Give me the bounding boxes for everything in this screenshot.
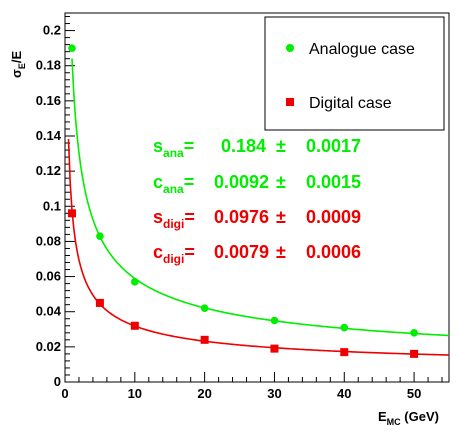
y-tick-label: 0.16 xyxy=(36,93,61,108)
legend-label-analogue: Analogue case xyxy=(309,41,415,58)
x-tick-label: 50 xyxy=(407,386,421,401)
fit-param-s-digi-value: 0.0976 xyxy=(214,207,269,227)
data-point-analogue xyxy=(68,44,76,52)
y-axis: 0 0.02 0.04 0.06 0.08 0.1 0.12 0.14 0.16 0.18 0.2 xyxy=(36,16,75,389)
data-point-digital xyxy=(270,344,279,353)
y-tick-label: 0.1 xyxy=(43,198,61,213)
fit-param-s-ana: sana= 0.184 ±0.0017 xyxy=(153,136,361,160)
fit-param-c-ana-err: 0.0015 xyxy=(306,172,361,192)
y-tick-label: 0.2 xyxy=(43,23,61,38)
y-tick-label: 0.12 xyxy=(36,163,61,178)
legend-marker-analogue xyxy=(286,44,294,52)
data-point-analogue xyxy=(96,232,104,240)
y-tick-label: 0.02 xyxy=(36,339,61,354)
fit-param-s-digi-pm: ± xyxy=(276,207,286,227)
x-axis-label-unit: (GeV) xyxy=(401,409,439,424)
fit-param-s-digi-eq: = xyxy=(184,207,195,227)
fit-param-s-digi-sub: digi xyxy=(163,217,184,231)
fit-param-s-digi-symbol: s xyxy=(153,207,163,227)
x-tick-label: 30 xyxy=(267,386,281,401)
fit-param-s-digi: sdigi= 0.0976 ±0.0009 xyxy=(153,207,361,231)
fit-param-s-digi-err: 0.0009 xyxy=(306,207,361,227)
fit-param-c-ana-symbol: c xyxy=(153,172,163,192)
legend-marker-digital xyxy=(286,98,294,106)
plot-frame xyxy=(64,12,450,383)
fit-param-c-digi-value: 0.0079 xyxy=(214,242,269,262)
fit-param-c-ana-pm: ± xyxy=(276,172,286,192)
y-tick-label: 0 xyxy=(54,374,61,389)
data-point-analogue xyxy=(200,304,209,313)
y-tick-label: 0.18 xyxy=(36,58,61,73)
legend-label-digital: Digital case xyxy=(309,95,392,112)
x-axis-label-sub: MC xyxy=(387,417,401,427)
data-point-analogue xyxy=(410,329,418,337)
fit-param-c-ana: cana= 0.0092 ±0.0015 xyxy=(153,172,361,196)
data-point-digital xyxy=(130,321,139,330)
fit-param-c-ana-value: 0.0092 xyxy=(214,172,269,192)
data-points xyxy=(67,44,419,358)
y-axis-label-rest: /E xyxy=(9,50,24,63)
x-tick-label: 0 xyxy=(61,386,68,401)
data-point-analogue xyxy=(131,278,139,286)
data-point-analogue xyxy=(340,323,349,332)
x-tick-label: 40 xyxy=(337,386,351,401)
y-tick-label: 0.14 xyxy=(36,128,62,143)
data-point-digital xyxy=(340,348,349,357)
data-point-digital xyxy=(200,335,209,344)
fit-param-s-ana-sub: ana xyxy=(163,146,184,160)
y-tick-label: 0.04 xyxy=(36,304,62,319)
fit-param-s-ana-value: 0.184 xyxy=(221,136,266,156)
y-axis-label-sub: E xyxy=(17,63,27,69)
legend-box xyxy=(264,16,445,131)
x-axis: 0 10 20 30 40 50 xyxy=(61,372,443,401)
y-axis-label: σE/E xyxy=(9,50,27,78)
x-axis-label: EMC (GeV) xyxy=(378,409,439,427)
x-tick-label: 20 xyxy=(197,386,211,401)
fit-param-s-ana-symbol: s xyxy=(153,136,163,156)
y-tick-label: 0.08 xyxy=(36,233,61,248)
fit-param-c-digi-pm: ± xyxy=(276,242,286,262)
data-point-analogue xyxy=(270,316,279,325)
data-point-digital xyxy=(67,209,76,218)
fit-param-c-digi-err: 0.0006 xyxy=(306,242,361,262)
y-axis-label-main: σ xyxy=(9,69,24,78)
fit-param-c-digi-eq: = xyxy=(184,242,195,262)
fit-param-c-ana-eq: = xyxy=(184,172,195,192)
fit-param-s-ana-err: 0.0017 xyxy=(306,136,361,156)
x-axis-label-main: E xyxy=(378,409,387,424)
fit-param-c-digi: cdigi= 0.0079 ±0.0006 xyxy=(153,242,361,266)
legend: Analogue case Digital case xyxy=(264,16,445,131)
fit-param-c-digi-symbol: c xyxy=(153,242,163,262)
fit-param-s-ana-pm: ± xyxy=(276,136,286,156)
fit-param-c-ana-sub: ana xyxy=(163,182,184,196)
fit-parameters: sana= 0.184 ±0.0017 cana= 0.0092 ±0.0015 s… xyxy=(153,136,361,266)
data-point-digital xyxy=(95,298,104,307)
data-point-digital xyxy=(410,349,419,358)
x-tick-label: 10 xyxy=(128,386,142,401)
fit-param-s-ana-eq: = xyxy=(184,136,195,156)
y-tick-label: 0.06 xyxy=(36,269,61,284)
fit-param-c-digi-sub: digi xyxy=(163,252,184,266)
